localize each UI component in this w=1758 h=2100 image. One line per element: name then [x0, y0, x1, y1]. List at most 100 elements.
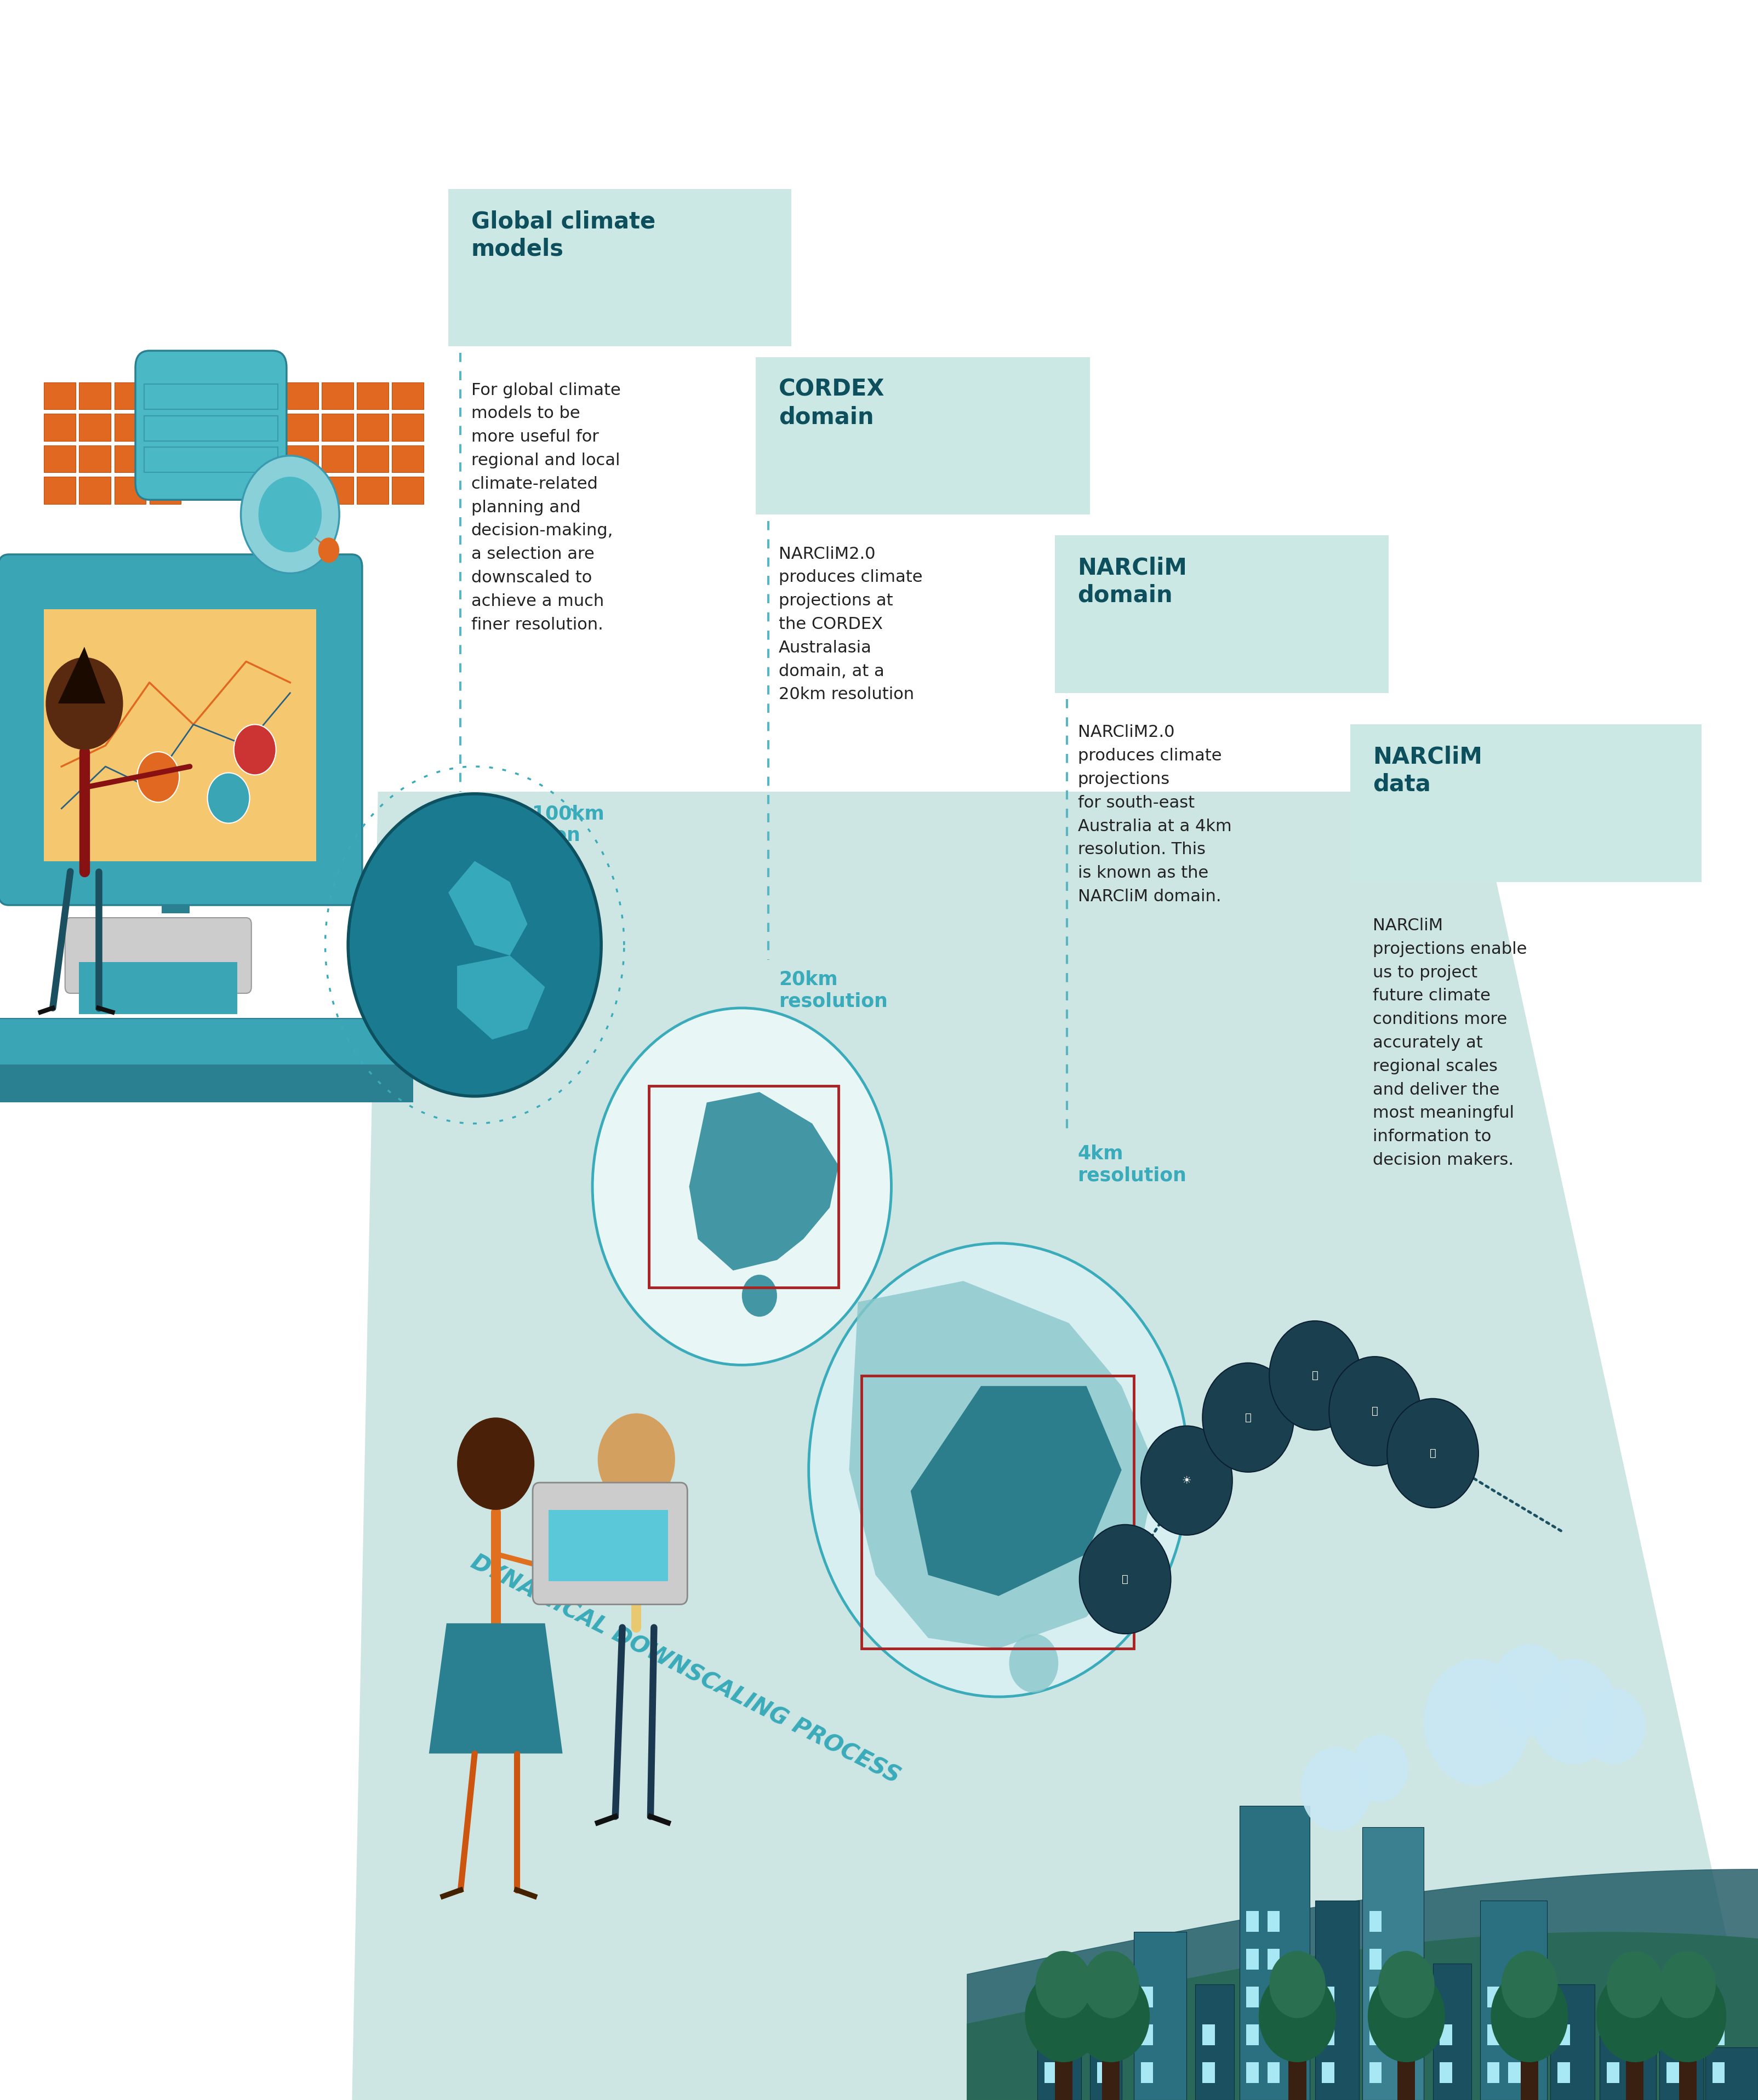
FancyBboxPatch shape	[1626, 2054, 1644, 2100]
FancyBboxPatch shape	[1134, 1932, 1187, 2100]
FancyBboxPatch shape	[1508, 1987, 1521, 2008]
FancyBboxPatch shape	[1268, 1949, 1280, 1970]
FancyBboxPatch shape	[1487, 2062, 1500, 2083]
FancyBboxPatch shape	[1246, 2024, 1259, 2045]
FancyBboxPatch shape	[0, 554, 362, 905]
FancyBboxPatch shape	[135, 351, 287, 500]
Circle shape	[1607, 1951, 1663, 2018]
FancyBboxPatch shape	[1246, 1949, 1259, 1970]
FancyBboxPatch shape	[1487, 1987, 1500, 2008]
Polygon shape	[448, 861, 527, 956]
Circle shape	[137, 752, 179, 802]
FancyBboxPatch shape	[149, 414, 181, 441]
FancyBboxPatch shape	[1202, 2024, 1215, 2045]
Text: NARCliM
domain: NARCliM domain	[1078, 556, 1187, 607]
Circle shape	[1596, 1970, 1674, 2062]
FancyBboxPatch shape	[0, 1065, 413, 1102]
FancyBboxPatch shape	[149, 382, 181, 410]
FancyBboxPatch shape	[1369, 1911, 1382, 1932]
FancyBboxPatch shape	[1090, 2016, 1122, 2100]
FancyBboxPatch shape	[1679, 2054, 1696, 2100]
FancyBboxPatch shape	[79, 414, 111, 441]
FancyBboxPatch shape	[357, 477, 389, 504]
FancyBboxPatch shape	[392, 414, 424, 441]
Circle shape	[1491, 1970, 1568, 2062]
FancyBboxPatch shape	[1044, 2024, 1057, 2045]
Text: 🔥: 🔥	[1122, 1575, 1129, 1583]
FancyBboxPatch shape	[1246, 1987, 1259, 2008]
Text: For global climate
models to be
more useful for
regional and local
climate-relat: For global climate models to be more use…	[471, 382, 621, 632]
FancyBboxPatch shape	[114, 477, 146, 504]
Circle shape	[598, 1413, 675, 1506]
FancyBboxPatch shape	[1246, 1911, 1259, 1932]
FancyBboxPatch shape	[563, 1533, 601, 1600]
Circle shape	[1501, 1951, 1558, 2018]
FancyBboxPatch shape	[1097, 2024, 1109, 2045]
FancyBboxPatch shape	[79, 962, 237, 1014]
Text: ☀: ☀	[1181, 1476, 1192, 1485]
FancyBboxPatch shape	[756, 357, 1090, 514]
FancyBboxPatch shape	[1246, 2062, 1259, 2083]
FancyBboxPatch shape	[162, 882, 190, 914]
FancyBboxPatch shape	[1055, 2054, 1072, 2100]
FancyBboxPatch shape	[392, 445, 424, 472]
FancyBboxPatch shape	[79, 445, 111, 472]
Circle shape	[1269, 1951, 1326, 2018]
FancyBboxPatch shape	[1315, 1900, 1359, 2100]
Circle shape	[1083, 1951, 1139, 2018]
FancyBboxPatch shape	[1433, 1964, 1471, 2100]
FancyBboxPatch shape	[1141, 1987, 1153, 2008]
FancyBboxPatch shape	[322, 382, 353, 410]
Circle shape	[1141, 1426, 1232, 1535]
FancyBboxPatch shape	[1268, 1987, 1280, 2008]
Text: 🌿: 🌿	[1245, 1413, 1252, 1422]
Circle shape	[457, 1418, 534, 1510]
FancyBboxPatch shape	[1508, 2024, 1521, 2045]
Circle shape	[1072, 1970, 1150, 2062]
FancyBboxPatch shape	[1322, 2062, 1334, 2083]
Circle shape	[1259, 1970, 1336, 2062]
FancyBboxPatch shape	[1369, 2024, 1382, 2045]
FancyBboxPatch shape	[1239, 1806, 1310, 2100]
FancyBboxPatch shape	[0, 1018, 413, 1071]
FancyBboxPatch shape	[1289, 2054, 1306, 2100]
FancyBboxPatch shape	[1712, 2024, 1725, 2045]
FancyBboxPatch shape	[1350, 724, 1702, 882]
FancyBboxPatch shape	[448, 189, 791, 346]
FancyBboxPatch shape	[1558, 2024, 1570, 2045]
FancyBboxPatch shape	[287, 382, 318, 410]
Polygon shape	[58, 647, 105, 704]
FancyBboxPatch shape	[114, 445, 146, 472]
FancyBboxPatch shape	[44, 414, 76, 441]
FancyBboxPatch shape	[1268, 1911, 1280, 1932]
FancyBboxPatch shape	[1487, 2024, 1500, 2045]
FancyBboxPatch shape	[1558, 2062, 1570, 2083]
FancyBboxPatch shape	[79, 382, 111, 410]
FancyBboxPatch shape	[287, 477, 318, 504]
Circle shape	[1491, 1644, 1568, 1737]
Text: 🌡: 🌡	[1311, 1371, 1318, 1380]
FancyBboxPatch shape	[287, 414, 318, 441]
Circle shape	[592, 1008, 891, 1365]
FancyBboxPatch shape	[1362, 1827, 1424, 2100]
FancyBboxPatch shape	[1102, 2054, 1120, 2100]
Text: NARCliM2.0
produces climate
projections
for south-east
Australia at a 4km
resolu: NARCliM2.0 produces climate projections …	[1078, 724, 1231, 905]
Circle shape	[809, 1243, 1188, 1697]
Text: NARCliM
data: NARCliM data	[1373, 745, 1482, 796]
FancyBboxPatch shape	[1712, 2062, 1725, 2083]
Circle shape	[1582, 1688, 1645, 1764]
Circle shape	[1269, 1321, 1361, 1430]
Polygon shape	[352, 792, 1758, 2100]
FancyBboxPatch shape	[79, 477, 111, 504]
Polygon shape	[689, 1092, 839, 1270]
Circle shape	[742, 1275, 777, 1317]
Polygon shape	[911, 1386, 1122, 1596]
FancyBboxPatch shape	[1268, 2062, 1280, 2083]
Circle shape	[318, 538, 339, 563]
Polygon shape	[429, 1623, 563, 1753]
FancyBboxPatch shape	[1322, 1987, 1334, 2008]
FancyBboxPatch shape	[392, 477, 424, 504]
Circle shape	[207, 773, 250, 823]
FancyBboxPatch shape	[1667, 2024, 1679, 2045]
FancyBboxPatch shape	[1044, 2062, 1057, 2083]
